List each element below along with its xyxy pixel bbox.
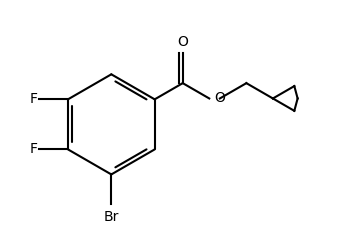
Text: F: F <box>30 92 38 106</box>
Text: F: F <box>30 142 38 156</box>
Text: O: O <box>214 91 225 106</box>
Text: Br: Br <box>104 210 119 224</box>
Text: O: O <box>177 35 188 49</box>
